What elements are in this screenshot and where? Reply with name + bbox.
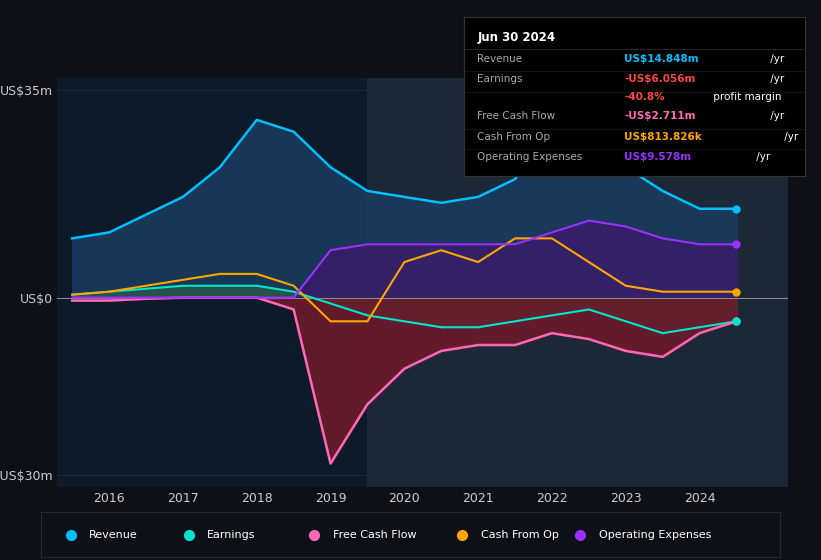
Text: Free Cash Flow: Free Cash Flow [333,530,416,540]
Bar [368,78,788,487]
Text: Operating Expenses: Operating Expenses [478,152,583,162]
Text: Earnings: Earnings [208,530,256,540]
Text: Revenue: Revenue [478,54,523,63]
Text: /yr: /yr [767,111,784,121]
Text: -US$2.711m: -US$2.711m [624,111,695,121]
Text: US$14.848m: US$14.848m [624,54,699,63]
Text: Earnings: Earnings [478,74,523,84]
Text: US$9.578m: US$9.578m [624,152,691,162]
Text: Operating Expenses: Operating Expenses [599,530,711,540]
Text: -US$6.056m: -US$6.056m [624,74,695,84]
Text: Jun 30 2024: Jun 30 2024 [478,31,556,44]
Text: Free Cash Flow: Free Cash Flow [478,111,556,121]
Text: Cash From Op: Cash From Op [481,530,558,540]
Text: /yr: /yr [767,74,784,84]
Text: US$813.826k: US$813.826k [624,132,702,142]
Text: /yr: /yr [753,152,770,162]
Text: /yr: /yr [782,132,799,142]
Text: /yr: /yr [767,54,784,63]
Text: profit margin: profit margin [710,92,782,102]
Text: -40.8%: -40.8% [624,92,665,102]
Text: Cash From Op: Cash From Op [478,132,551,142]
Text: Revenue: Revenue [89,530,138,540]
